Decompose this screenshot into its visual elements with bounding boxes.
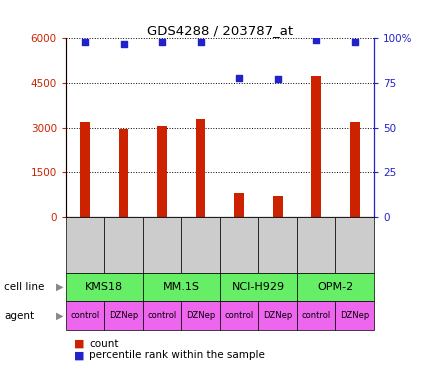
Text: MM.1S: MM.1S <box>163 282 200 292</box>
Point <box>120 41 127 47</box>
Text: DZNep: DZNep <box>263 311 292 320</box>
Point <box>159 39 166 45</box>
Text: ■: ■ <box>74 350 85 360</box>
Bar <box>157 126 167 217</box>
Text: ▶: ▶ <box>56 282 63 292</box>
Point <box>313 37 320 43</box>
Bar <box>350 122 360 217</box>
Bar <box>273 196 283 217</box>
Text: DZNep: DZNep <box>109 311 138 320</box>
Text: control: control <box>224 311 254 320</box>
Point <box>351 39 358 45</box>
Title: GDS4288 / 203787_at: GDS4288 / 203787_at <box>147 24 293 37</box>
Text: NCI-H929: NCI-H929 <box>232 282 285 292</box>
Text: DZNep: DZNep <box>340 311 369 320</box>
Bar <box>80 122 90 217</box>
Bar <box>234 193 244 217</box>
Text: cell line: cell line <box>4 282 45 292</box>
Bar <box>119 129 128 217</box>
Point <box>197 39 204 45</box>
Text: percentile rank within the sample: percentile rank within the sample <box>89 350 265 360</box>
Text: ▶: ▶ <box>56 311 63 321</box>
Point <box>236 74 243 81</box>
Text: count: count <box>89 339 119 349</box>
Point <box>274 76 281 83</box>
Text: DZNep: DZNep <box>186 311 215 320</box>
Bar <box>312 76 321 217</box>
Text: ■: ■ <box>74 339 85 349</box>
Text: control: control <box>147 311 177 320</box>
Text: OPM-2: OPM-2 <box>317 282 354 292</box>
Bar <box>196 119 206 217</box>
Text: control: control <box>71 311 100 320</box>
Text: control: control <box>302 311 331 320</box>
Text: agent: agent <box>4 311 34 321</box>
Text: KMS18: KMS18 <box>85 282 123 292</box>
Point <box>82 39 88 45</box>
